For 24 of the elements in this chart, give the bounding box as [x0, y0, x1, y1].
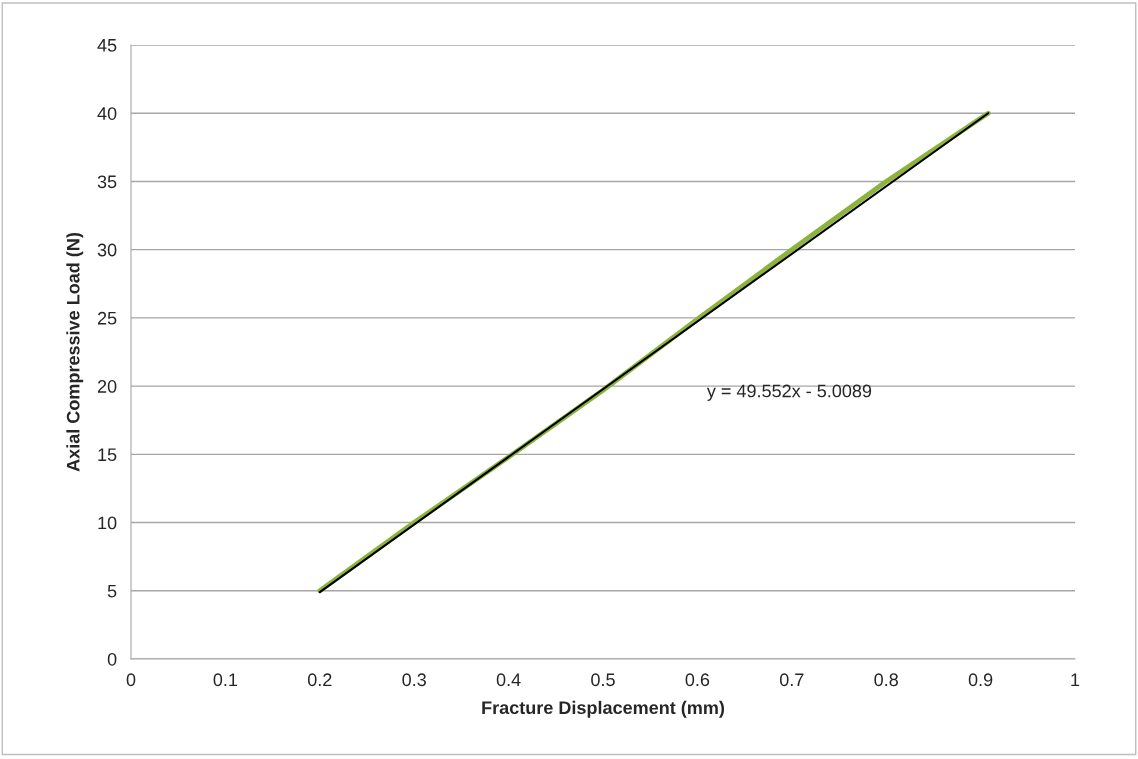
y-tick-label: 20: [97, 380, 117, 393]
x-tick-label: 0.2: [307, 673, 332, 687]
x-tick-label: 0.3: [402, 673, 426, 687]
annotation: y = 49.552x - 5.0089: [706, 384, 872, 401]
x-tick-label: 0.4: [496, 673, 521, 687]
x-tick-label: 0.9: [968, 673, 993, 687]
x-tick-label: 0.7: [779, 673, 804, 687]
y-tick-label: 35: [97, 175, 117, 189]
y-tick-label: 45: [97, 39, 117, 52]
x-tick-label: 0.1: [213, 673, 238, 687]
y-tick-label: 30: [97, 243, 117, 257]
x-tick-label: 1: [1071, 673, 1080, 686]
y-axis-title: Axial Compressive Load (N): [66, 232, 84, 472]
x-tick-label: 0: [126, 673, 136, 687]
y-tick-label: 40: [97, 107, 117, 120]
y-tick-label: 25: [97, 311, 117, 325]
x-tick-label: 0.8: [874, 673, 898, 687]
x-tick-label: 0.5: [591, 673, 615, 687]
y-tick-label: 5: [107, 584, 117, 598]
x-tick-label: 0.6: [685, 673, 710, 687]
y-tick-label: 15: [98, 448, 117, 462]
x-axis-title: Fracture Displacement (mm): [482, 700, 725, 718]
y-tick-label: 10: [98, 516, 117, 530]
y-tick-label: 0: [107, 652, 117, 666]
